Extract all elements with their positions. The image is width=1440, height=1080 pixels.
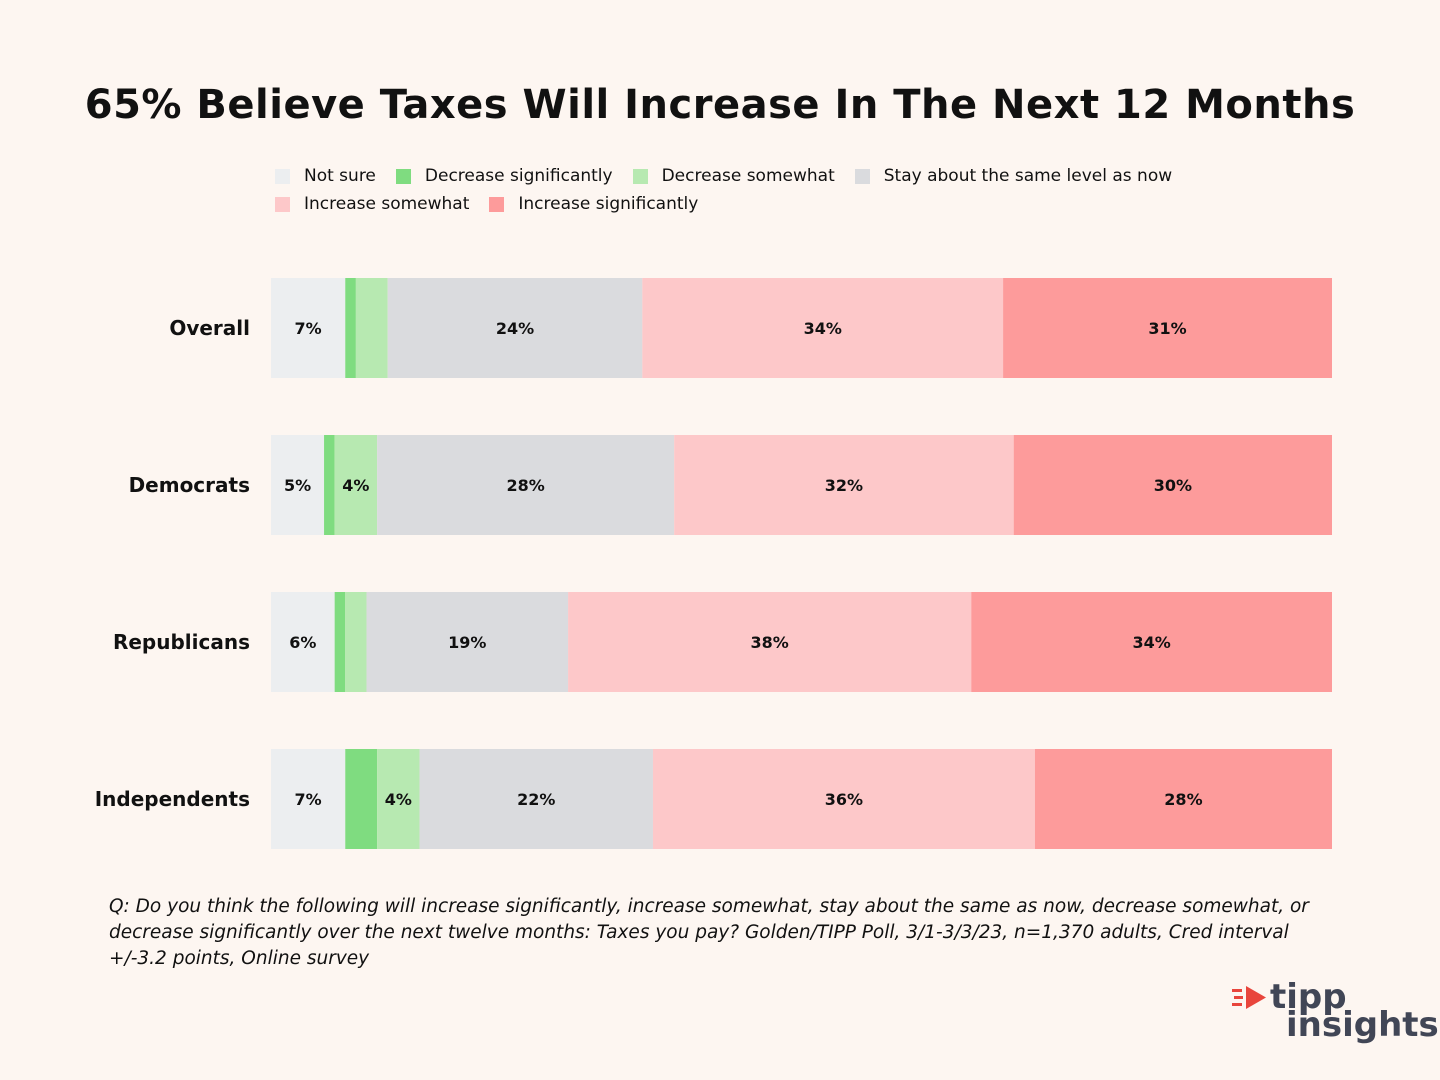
data-label: 22% <box>517 790 555 809</box>
logo-text-tipp: tipp <box>1270 977 1347 1017</box>
chart-title: 65% Believe Taxes Will Increase In The N… <box>84 82 1356 128</box>
data-label: 5% <box>284 476 311 495</box>
data-label: 36% <box>825 790 863 809</box>
bar-segment <box>271 278 346 378</box>
tipp-insights-logo: tipp insights <box>1232 977 1439 1050</box>
data-label: 28% <box>1164 790 1202 809</box>
bar-segment <box>377 749 420 849</box>
bar-segment <box>642 278 1004 378</box>
bar-segment <box>271 749 346 849</box>
bar-segment <box>271 592 335 692</box>
bar-segment <box>652 749 1035 849</box>
legend-swatch <box>275 196 290 212</box>
legend-item: Stay about the same level as now <box>854 166 1173 186</box>
legend-item: Not sure <box>275 166 376 186</box>
data-label: 32% <box>825 476 863 495</box>
data-label: 30% <box>1154 476 1192 495</box>
bar-segment <box>387 278 643 378</box>
category-label: Independents <box>95 787 250 811</box>
bar-segment <box>334 435 378 535</box>
category-label: Republicans <box>113 630 250 654</box>
survey-footnote: Q: Do you think the following will incre… <box>109 896 1309 969</box>
bar-segment <box>345 749 378 849</box>
legend-item: Increase significantly <box>489 194 698 214</box>
legend-swatch <box>275 168 290 184</box>
bar-segment <box>334 592 346 692</box>
data-label: 28% <box>506 476 544 495</box>
legend-item: Increase somewhat <box>275 194 469 214</box>
legend-label: Stay about the same level as now <box>883 166 1173 186</box>
legend-swatch <box>489 196 505 212</box>
bar-segment <box>674 435 1014 535</box>
bar-segment <box>1003 278 1332 378</box>
data-label: 24% <box>496 319 534 338</box>
legend-label: Decrease somewhat <box>661 166 835 186</box>
legend-item: Decrease somewhat <box>632 166 835 186</box>
data-label: 38% <box>751 633 789 652</box>
category-label: Democrats <box>129 473 250 497</box>
data-label: 7% <box>295 319 322 338</box>
bar-segment <box>345 592 367 692</box>
logo-arrow-icon <box>1232 986 1266 1009</box>
bar-segment <box>324 435 335 535</box>
data-label: 34% <box>804 319 842 338</box>
bar-segment <box>377 435 675 535</box>
bar-segment <box>366 592 569 692</box>
bar-segment <box>355 278 388 378</box>
bar-segment <box>971 592 1332 692</box>
category-label: Overall <box>169 316 250 340</box>
legend-label: Not sure <box>304 166 376 186</box>
legend-label: Decrease significantly <box>424 166 613 186</box>
bar-segment <box>419 749 653 849</box>
bar-segment <box>345 278 356 378</box>
data-label: 4% <box>385 790 412 809</box>
data-label: 4% <box>342 476 369 495</box>
legend-swatch <box>632 168 648 184</box>
bar-segment <box>1034 749 1332 849</box>
legend-item: Decrease significantly <box>395 166 613 186</box>
legend-swatch <box>854 168 870 184</box>
bar-segment <box>568 592 972 692</box>
data-label: 7% <box>295 790 322 809</box>
legend-label: Increase significantly <box>518 194 699 214</box>
bar-segment <box>1013 435 1332 535</box>
chart-legend: Not sure Decrease significantly Decrease s… <box>275 166 1235 214</box>
bar-segment <box>271 435 325 535</box>
legend-label: Increase somewhat <box>304 194 470 214</box>
data-label: 19% <box>448 633 486 652</box>
data-label: 34% <box>1132 633 1170 652</box>
stacked-bar-chart: Overall 7% 24% 34% 31% Democrats 5% 4% 28% 32% 30%… <box>95 278 1332 849</box>
legend-swatch <box>395 168 411 184</box>
logo-text-insights: insights <box>1286 1005 1439 1045</box>
data-label: 6% <box>289 633 316 652</box>
data-label: 31% <box>1148 319 1186 338</box>
